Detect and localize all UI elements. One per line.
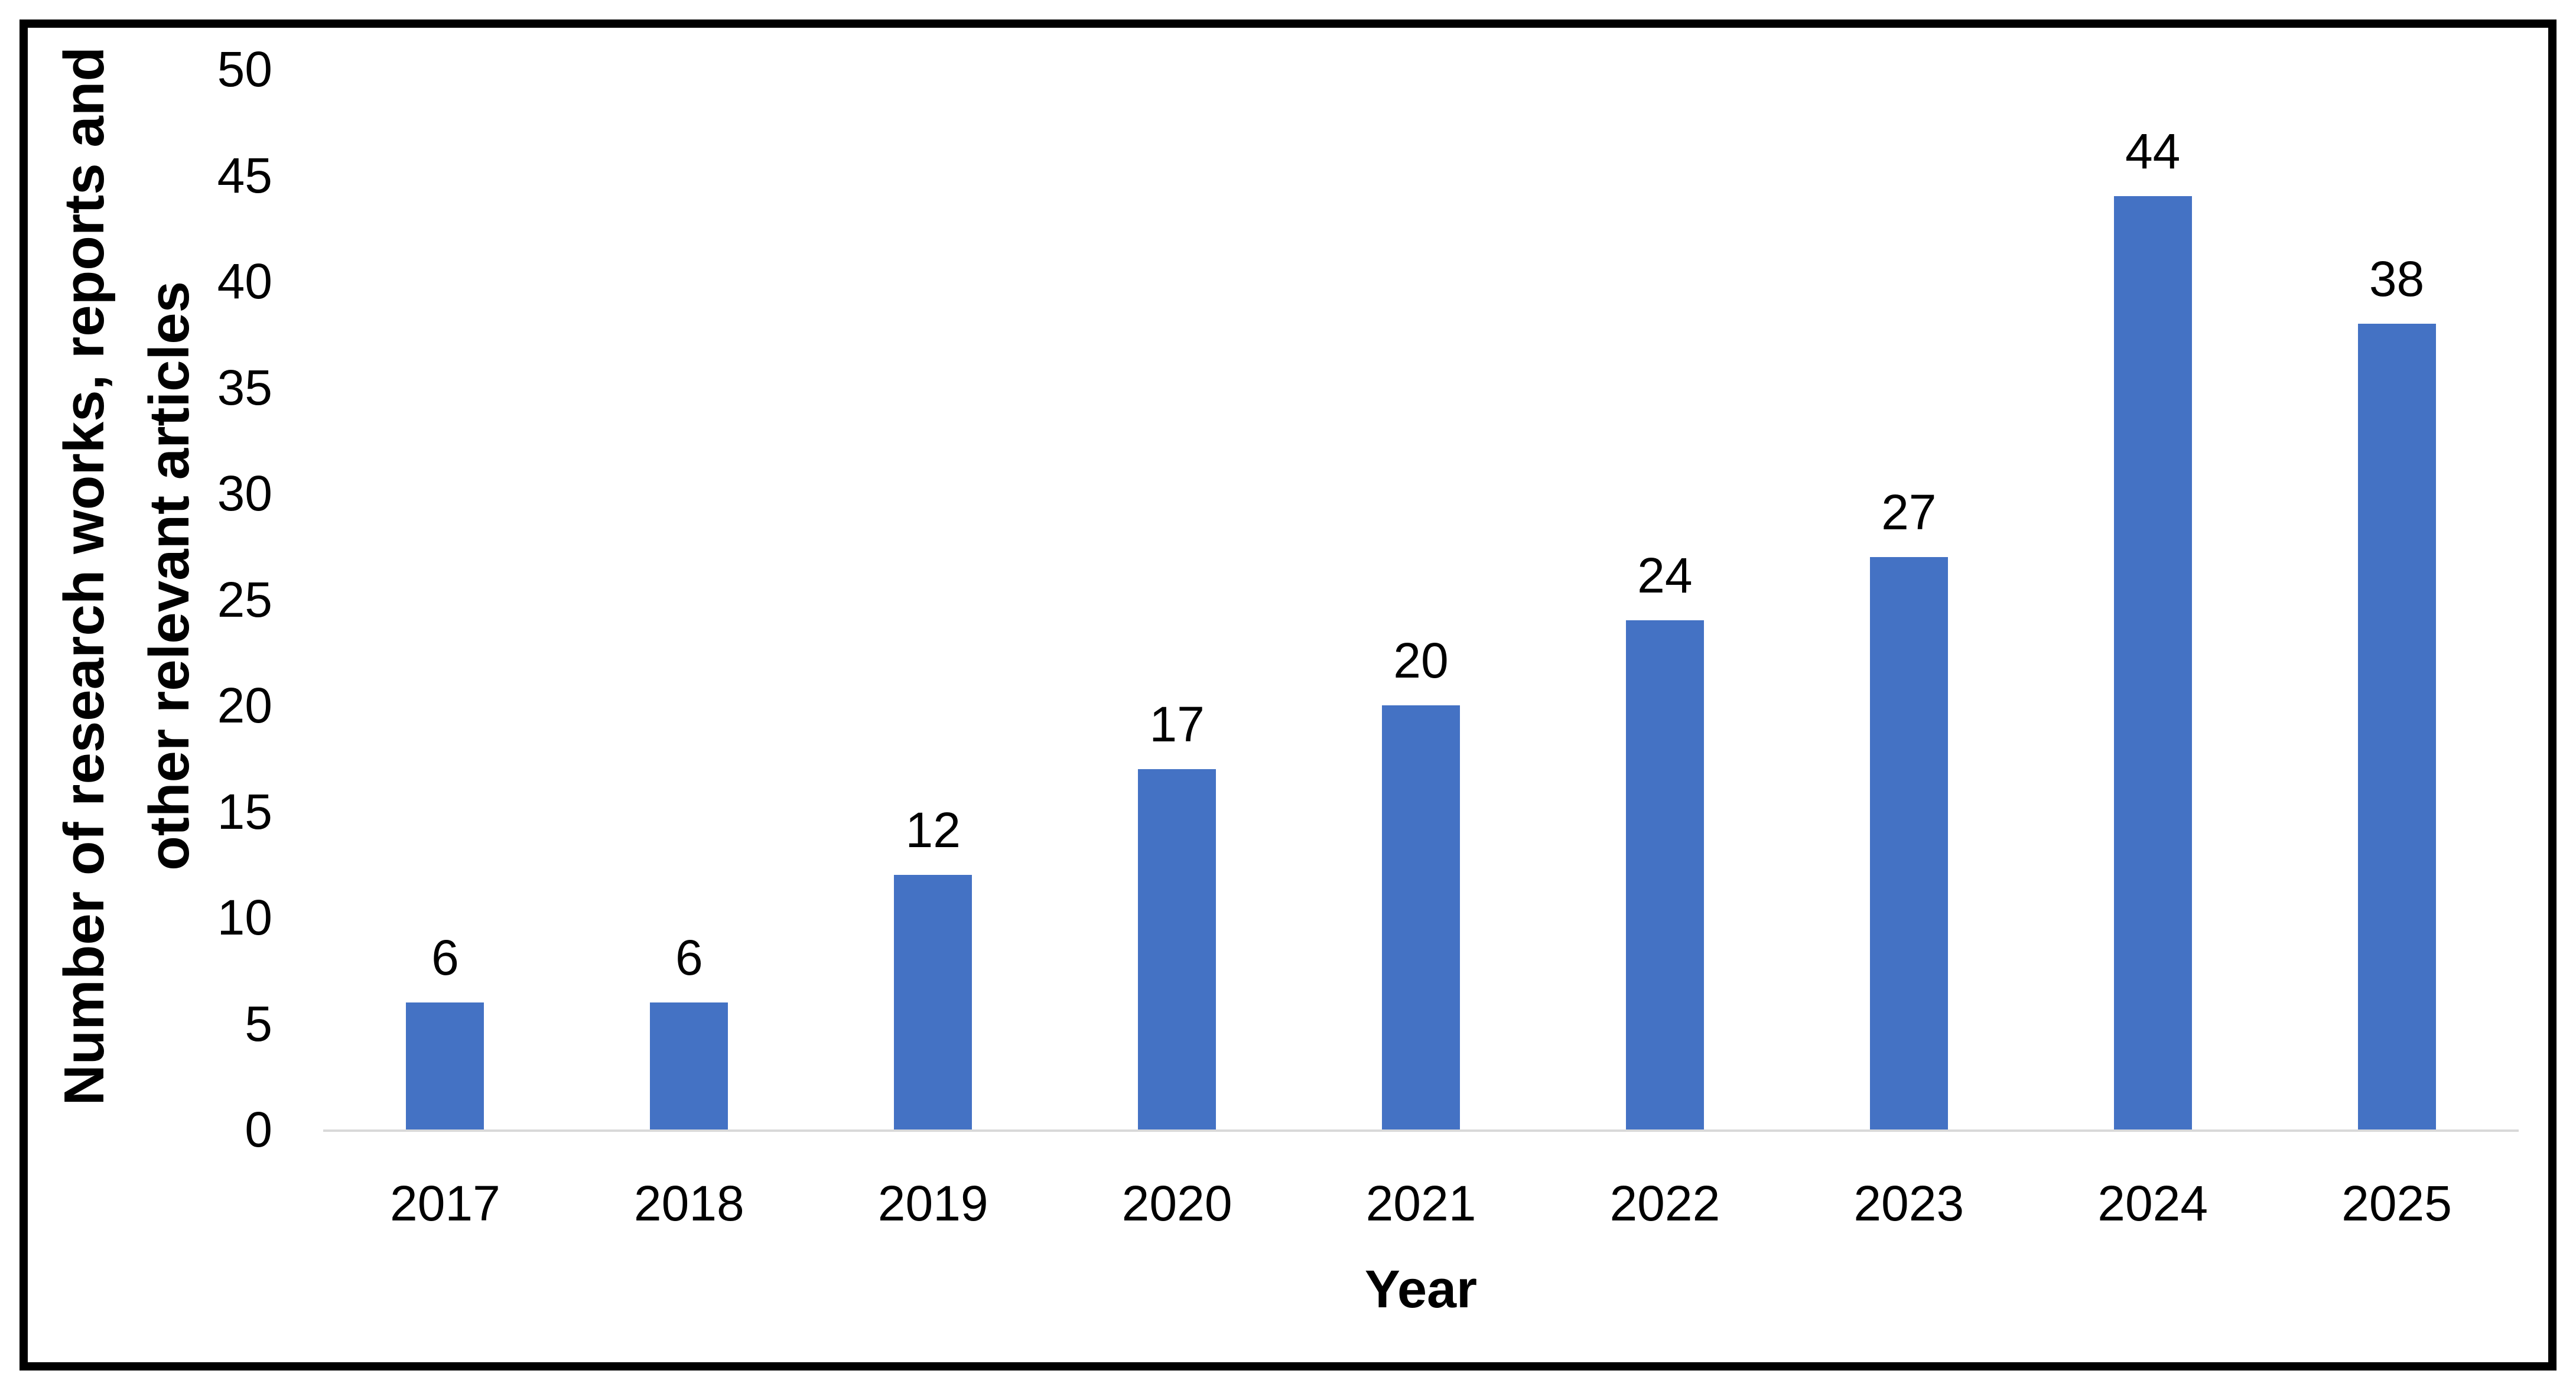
bar-value-label: 17 — [1149, 696, 1205, 752]
bar — [1625, 620, 1704, 1129]
y-tick-label: 15 — [217, 783, 272, 839]
y-tick-label: 45 — [217, 147, 272, 203]
bar-group: 20 — [1299, 69, 1543, 1129]
bar-group: 6 — [323, 69, 567, 1129]
bar-group: 38 — [2275, 69, 2519, 1129]
bar-value-label: 38 — [2369, 250, 2425, 307]
bar — [1382, 705, 1460, 1129]
y-tick-label: 5 — [245, 995, 272, 1052]
bar — [2113, 196, 2192, 1129]
x-tick-label: 2025 — [2341, 1176, 2452, 1231]
y-tick-label: 0 — [245, 1102, 272, 1157]
bar — [1869, 556, 1948, 1129]
bar-value-label: 44 — [2125, 123, 2181, 180]
bar-group: 6 — [567, 69, 811, 1129]
y-axis-ticks: 0 5 10 15 20 25 30 35 40 45 50 — [0, 44, 272, 1154]
bar — [2357, 323, 2436, 1129]
x-axis-labels: 2017 2018 2019 2020 2021 2022 2023 2024 2025 — [323, 1179, 2519, 1228]
x-tick-label: 2022 — [1609, 1176, 1720, 1231]
bar-value-label: 6 — [431, 929, 459, 985]
x-tick-label: 2023 — [1853, 1176, 1964, 1231]
bar-group: 24 — [1543, 69, 1787, 1129]
x-tick-label: 2024 — [2097, 1176, 2209, 1231]
y-tick-label: 50 — [217, 41, 272, 97]
bar-value-label: 20 — [1393, 633, 1449, 688]
x-tick-label: 2018 — [633, 1176, 744, 1231]
y-tick-label: 10 — [217, 890, 272, 945]
y-tick-label: 40 — [217, 253, 272, 309]
bar-value-label: 27 — [1881, 484, 1937, 540]
bar-group: 17 — [1055, 69, 1299, 1129]
x-tick-label: 2021 — [1365, 1176, 1476, 1231]
bar-value-label: 12 — [905, 802, 961, 858]
y-tick-label: 20 — [217, 678, 272, 733]
y-tick-label: 30 — [217, 465, 272, 521]
y-tick-label: 25 — [217, 571, 272, 627]
bar — [406, 1002, 484, 1129]
plot-area: 6 6 12 17 20 24 27 44 38 — [323, 69, 2519, 1132]
x-tick-label: 2017 — [390, 1176, 500, 1231]
bar-value-label: 24 — [1637, 548, 1693, 604]
x-tick-label: 2019 — [877, 1176, 988, 1231]
x-axis-title: Year — [1364, 1260, 1478, 1319]
bar-value-label: 6 — [675, 929, 703, 985]
bar-group: 27 — [1787, 69, 2031, 1129]
bar — [1138, 769, 1217, 1129]
bar-group: 44 — [2031, 69, 2275, 1129]
y-tick-label: 35 — [217, 359, 272, 415]
bar-group: 12 — [811, 69, 1055, 1129]
x-tick-label: 2020 — [1121, 1176, 1232, 1231]
bar — [894, 875, 972, 1129]
bar — [650, 1002, 728, 1129]
